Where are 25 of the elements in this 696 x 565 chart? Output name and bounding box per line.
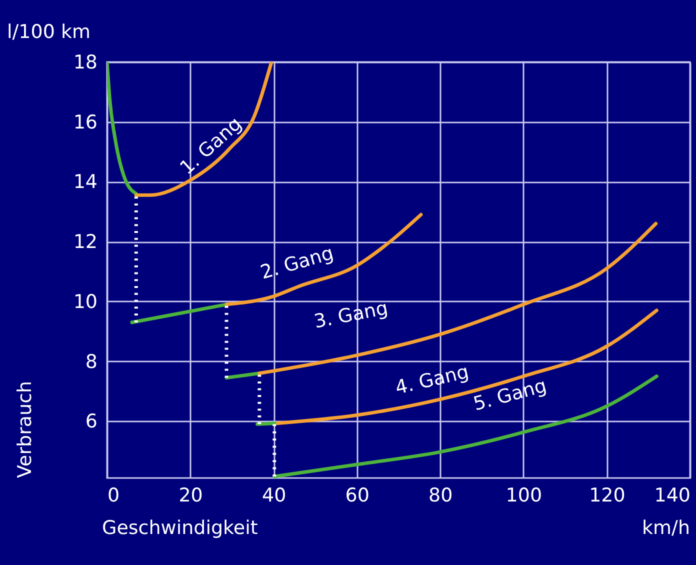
annotation: 2. Gang: [258, 242, 336, 284]
y-tick-label: 16: [73, 111, 98, 134]
annotation: 3. Gang: [312, 297, 390, 333]
annotation: 4. Gang: [393, 360, 471, 400]
y-tick-label: 10: [73, 290, 98, 313]
text: l/100 km: [7, 21, 90, 43]
line-series: [134, 62, 274, 197]
x-tick-label: 40: [262, 484, 286, 506]
x-tick-label: 20: [178, 484, 203, 506]
x-tick-label: 120: [589, 484, 626, 506]
y-tick-label: 12: [73, 231, 98, 254]
y-tick-label: 18: [73, 52, 98, 74]
annotation: 5. Gang: [471, 374, 549, 416]
line-series: [107, 62, 138, 196]
x-tick-label: 0: [108, 484, 120, 506]
y-tick-label: 8: [85, 350, 98, 373]
y-tick-label: 6: [85, 410, 98, 433]
y-tick-label: 14: [73, 171, 98, 194]
text: km/h: [642, 517, 690, 539]
x-tick-label: 80: [428, 484, 453, 506]
x-tick-label: 60: [345, 484, 370, 506]
y-axis-title: Verbrauch: [14, 380, 36, 478]
x-tick-label: 100: [506, 484, 542, 506]
x-axis-title: Geschwindigkeit: [102, 517, 258, 539]
x-tick-label: 140: [654, 484, 690, 506]
